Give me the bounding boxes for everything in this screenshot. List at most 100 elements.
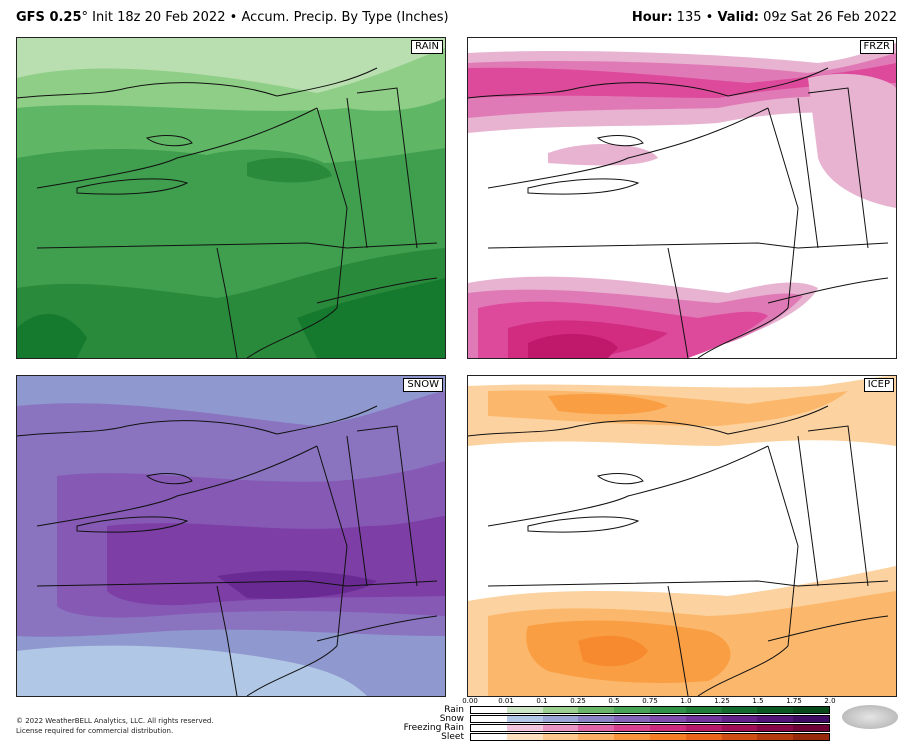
lake-outline bbox=[527, 178, 640, 195]
precip-contour bbox=[17, 645, 367, 696]
precip-contour bbox=[578, 635, 648, 667]
frzr-map bbox=[468, 38, 896, 358]
init-time: Init 18z 20 Feb 2022 bbox=[92, 10, 226, 25]
state-border bbox=[667, 585, 689, 696]
separator: • bbox=[705, 10, 714, 25]
state-border bbox=[797, 242, 889, 249]
map-panel-rain: RAIN bbox=[16, 37, 446, 359]
legend-tick: 0.75 bbox=[642, 697, 658, 705]
legend-swatch bbox=[542, 716, 579, 722]
state-border bbox=[346, 435, 368, 587]
state-border bbox=[667, 247, 689, 358]
legend-swatch bbox=[506, 716, 543, 722]
map-panel-icep: ICEP bbox=[467, 375, 897, 697]
legend-swatch bbox=[506, 725, 543, 731]
legend-swatch bbox=[793, 734, 829, 740]
state-border bbox=[216, 585, 238, 696]
state-border bbox=[316, 107, 348, 309]
legend-swatch bbox=[757, 716, 794, 722]
model-name: GFS 0.25 bbox=[16, 10, 82, 25]
legend-label-sleet: Sleet bbox=[441, 732, 464, 742]
state-border bbox=[468, 405, 829, 437]
state-border bbox=[316, 445, 348, 647]
legend-label-rain: Rain bbox=[444, 705, 464, 715]
state-border bbox=[767, 107, 799, 309]
legend-swatch bbox=[614, 725, 650, 731]
degree-mark: ° bbox=[81, 10, 89, 25]
legend-tick: 1.5 bbox=[752, 697, 764, 705]
legend-tick: 1.0 bbox=[680, 697, 692, 705]
state-border bbox=[346, 242, 438, 249]
legend-tick: 0.01 bbox=[498, 697, 514, 705]
lake-outline bbox=[76, 178, 189, 195]
state-border bbox=[346, 97, 368, 249]
legend-swatch bbox=[793, 725, 829, 731]
state-border bbox=[487, 580, 799, 587]
legend-swatch bbox=[614, 734, 650, 740]
legend-swatch bbox=[721, 725, 758, 731]
state-border bbox=[36, 445, 318, 527]
legend-tick: 1.75 bbox=[786, 697, 802, 705]
legend-swatch bbox=[721, 707, 758, 713]
panel-label-frzr: FRZR bbox=[859, 40, 894, 54]
legend-tick: 0.00 bbox=[462, 697, 478, 705]
legend-swatch bbox=[649, 707, 686, 713]
legend-bar-snow bbox=[470, 715, 830, 723]
state-border bbox=[17, 67, 378, 99]
state-border bbox=[316, 277, 438, 304]
legend-swatch bbox=[685, 725, 722, 731]
state-border bbox=[797, 435, 819, 587]
lake-outline bbox=[596, 135, 644, 147]
legend-bar-rain bbox=[470, 706, 830, 714]
copyright-line-1: © 2022 WeatherBELL Analytics, LLC. All r… bbox=[16, 717, 214, 725]
legend-swatch bbox=[542, 734, 579, 740]
lake-outline bbox=[596, 473, 644, 485]
valid-label: Valid: bbox=[717, 10, 759, 25]
legend-swatch bbox=[649, 734, 686, 740]
state-border bbox=[17, 405, 378, 437]
legend-swatch bbox=[721, 734, 758, 740]
state-border bbox=[246, 307, 338, 358]
legend-label-freezing-rain: Freezing Rain bbox=[403, 723, 464, 733]
state-border bbox=[697, 645, 789, 696]
precip-contour bbox=[217, 570, 377, 599]
panel-label-icep: ICEP bbox=[863, 378, 894, 392]
legend-swatch bbox=[649, 725, 686, 731]
state-border bbox=[346, 580, 438, 587]
legend-bar-freezing-rain bbox=[470, 724, 830, 732]
header: GFS 0.25° Init 18z 20 Feb 2022 • Accum. … bbox=[0, 0, 913, 30]
valid-value: 09z Sat 26 Feb 2022 bbox=[763, 10, 897, 25]
lake-outline bbox=[527, 516, 640, 533]
state-border bbox=[36, 580, 348, 587]
panel-label-rain: RAIN bbox=[411, 40, 443, 54]
legend-swatch bbox=[578, 707, 615, 713]
state-border bbox=[316, 615, 438, 642]
precip-contour bbox=[297, 278, 445, 358]
legend-swatch bbox=[685, 707, 722, 713]
state-border bbox=[797, 97, 819, 249]
precip-contour bbox=[548, 143, 658, 166]
legend-swatch bbox=[614, 716, 650, 722]
state-border bbox=[216, 247, 238, 358]
legend-swatch bbox=[721, 716, 758, 722]
icep-map bbox=[468, 376, 896, 696]
legend-tick: 2.0 bbox=[824, 697, 836, 705]
legend-swatch bbox=[542, 725, 579, 731]
state-border bbox=[807, 425, 869, 587]
hour-value: 135 bbox=[676, 10, 702, 25]
snow-map bbox=[17, 376, 445, 696]
legend-swatch bbox=[542, 707, 579, 713]
copyright-notice: © 2022 WeatherBELL Analytics, LLC. All r… bbox=[16, 716, 214, 736]
state-border bbox=[797, 580, 889, 587]
legend-swatch bbox=[793, 716, 829, 722]
header-valid: Hour: 135 • Valid: 09z Sat 26 Feb 2022 bbox=[632, 10, 897, 25]
legend-swatch bbox=[471, 734, 507, 740]
state-border bbox=[356, 87, 418, 249]
legend-tick: 1.25 bbox=[714, 697, 730, 705]
rain-map bbox=[17, 38, 445, 358]
legend-swatch bbox=[793, 707, 829, 713]
legend-swatch bbox=[614, 707, 650, 713]
legend-ticks: 0.00 0.01 0.1 0.25 0.5 0.75 1.0 1.25 1.5 1.75 2.0 bbox=[462, 697, 840, 707]
state-border bbox=[487, 242, 799, 249]
legend-swatch bbox=[506, 707, 543, 713]
